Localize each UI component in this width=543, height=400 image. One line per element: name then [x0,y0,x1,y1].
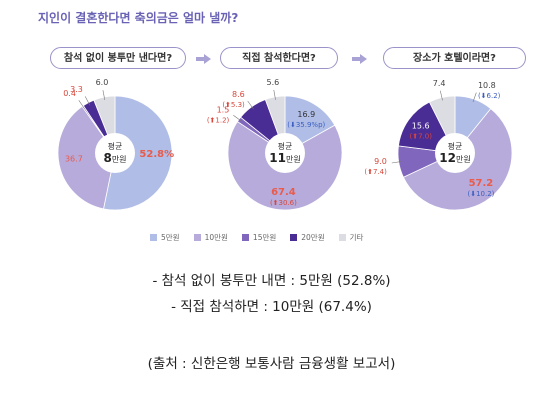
arrow-icon-2 [360,54,367,64]
donut-2-center-value: 11만원 [269,151,300,165]
donut-3-change-3: (⬆7.4) [364,168,387,176]
legend-item-20: 20만원 [290,232,325,243]
donut-3-label-4: 15.6 [412,122,430,131]
donut-2-leader-3 [233,114,242,122]
source-text: (출처 : 신한은행 보통사람 금융생활 보고서) [147,356,396,372]
donut-1-leader-5 [102,90,106,101]
chart-title: 지인이 결혼한다면 축의금은 얼마 낼까? [38,11,239,25]
donut-2-label-3: 1.5 [217,105,230,114]
donut-1-leader-4 [84,96,91,106]
legend-swatch-20 [290,234,298,241]
donut-1-label-4: 3.3 [70,85,83,94]
donut-2-label-5: 5.6 [267,78,280,87]
arrow-icon-2-stem [352,57,361,61]
question-pill-1: 참석 없이 봉투만 낸다면? [50,47,186,69]
donut-3-change-4: (⬆7.0) [409,133,432,141]
donut-2-change-2: (⬆30.6) [270,199,297,207]
donut-3-center-label: 평균 [448,141,463,151]
donut-2-leader-4 [247,100,254,110]
donut-1-center-label: 평균 [108,141,123,151]
arrow-icon-1 [204,54,211,64]
donut-1-label-5: 6.0 [96,78,109,87]
donut-1-label-3: 0.4 [63,89,76,98]
donut-1-label-1: 52.8% [139,149,174,160]
donut-3-change-1: (⬇6.2) [478,92,501,100]
legend-item-other: 기타 [338,232,364,243]
donut-3-label-1: 10.8 [478,81,496,90]
legend-label-10: 10만원 [204,233,228,242]
donut-2-label-2: 67.4 [271,187,296,198]
donut-2-change-4: (⬆5.3) [222,101,245,109]
donut-2-label-4: 8.6 [232,90,245,99]
question-pill-3: 장소가 호텔이라면? [383,47,526,69]
donut-2-leader-5 [273,89,276,100]
donut-3-leader-3 [391,161,402,164]
donut-3-leader-5 [439,90,443,101]
donut-2-change-3: (⬆1.2) [207,116,230,124]
legend: 5만원 10만원 15만원 20만원 기타 [150,232,363,243]
donut-2-label-1: 16.9 [297,110,315,119]
question-pill-2: 직접 참석한다면? [220,47,338,69]
donut-charts: 52.8%36.70.43.36.0평균8만원16.9(⬇35.9%p)67.4… [57,78,513,211]
arrow-icon-1-stem [196,57,205,61]
legend-label-20: 20만원 [301,233,325,242]
legend-swatch-10 [193,234,201,241]
donut-3-leader-1 [472,92,477,103]
donut-2-center-label: 평균 [278,141,293,151]
donut-1-center [95,133,135,173]
donut-1-center-value: 8만원 [103,151,126,165]
donut-3-label-2: 57.2 [469,178,494,189]
notes: - 참석 없이 봉투만 내면 : 5만원 (52.8%) - 직접 참석하면 :… [0,268,543,320]
donut-3-center-value: 12만원 [439,151,470,165]
legend-swatch-5 [150,234,157,241]
donut-2-change-1: (⬇35.9%p) [287,121,325,129]
legend-label-15: 15만원 [252,233,277,242]
legend-item-10: 10만원 [193,232,228,243]
donut-1-label-2: 36.7 [65,155,83,164]
legend-label-5: 5만원 [161,233,180,242]
note-1: - 참석 없이 봉투만 내면 : 5만원 (52.8%) [152,273,391,289]
note-2: - 직접 참석하면 : 10만원 (67.4%) [171,299,372,315]
donut-1-leader-3 [78,100,85,109]
donut-3-label-5: 7.4 [433,79,446,88]
legend-swatch-other [338,234,346,241]
legend-item-15: 15만원 [241,232,277,243]
donut-2-center [265,133,305,173]
legend-item-5: 5만원 [150,232,180,243]
donut-3-label-3: 9.0 [374,157,387,166]
legend-swatch-15 [241,234,249,241]
donut-3-center [435,133,475,173]
donut-3-change-2: (⬇10.2) [467,190,494,198]
infographic: 지인이 결혼한다면 축의금은 얼마 낼까? 참석 없이 봉투만 낸다면? 직접 … [38,11,526,243]
legend-label-other: 기타 [349,233,364,242]
